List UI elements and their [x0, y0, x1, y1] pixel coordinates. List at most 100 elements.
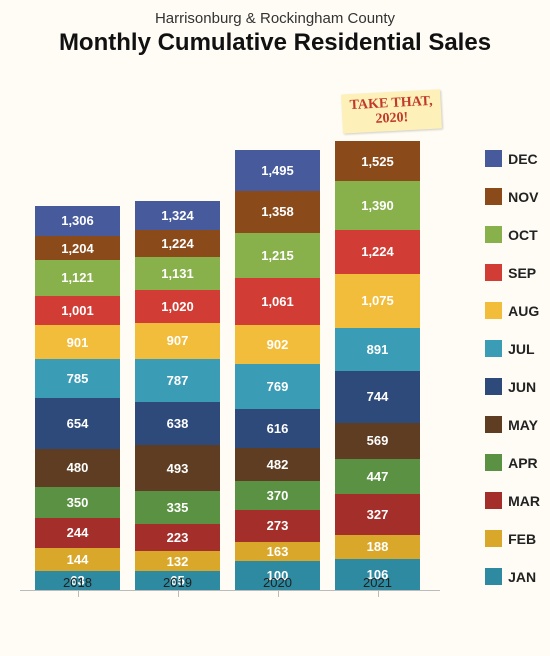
legend-label: AUG: [508, 303, 539, 319]
legend-item-SEP: SEP: [485, 264, 540, 281]
seg-2020-FEB: 163: [235, 542, 320, 561]
annotation-sticky: TAKE THAT,2020!: [341, 89, 442, 133]
seg-2021-MAY: 569: [335, 423, 420, 459]
seg-label: 744: [367, 389, 389, 404]
seg-2021-SEP: 1,224: [335, 230, 420, 274]
seg-2019-MAY: 493: [135, 445, 220, 491]
legend-label: OCT: [508, 227, 538, 243]
seg-2018-NOV: 1,204: [35, 236, 120, 260]
seg-label: 1,061: [261, 294, 294, 309]
legend-item-JAN: JAN: [485, 568, 540, 585]
seg-2020-MAR: 273: [235, 510, 320, 542]
seg-label: 163: [267, 544, 289, 559]
legend-label: JUL: [508, 341, 534, 357]
legend-swatch: [485, 226, 502, 243]
seg-label: 891: [367, 342, 389, 357]
seg-label: 1,324: [161, 208, 194, 223]
x-axis-label: 2018: [35, 575, 120, 590]
seg-2018-DEC: 1,306: [35, 206, 120, 236]
seg-2018-APR: 350: [35, 487, 120, 518]
seg-label: 907: [167, 333, 189, 348]
seg-2020-SEP: 1,061: [235, 278, 320, 325]
seg-2021-AUG: 1,075: [335, 274, 420, 328]
seg-label: 223: [167, 530, 189, 545]
seg-2018-MAR: 244: [35, 518, 120, 547]
legend-swatch: [485, 416, 502, 433]
seg-label: 1,306: [61, 213, 94, 228]
seg-label: 480: [67, 460, 89, 475]
seg-2020-APR: 370: [235, 481, 320, 510]
seg-2019-APR: 335: [135, 491, 220, 524]
x-axis-label: 2020: [235, 575, 320, 590]
legend-swatch: [485, 492, 502, 509]
seg-2018-MAY: 480: [35, 449, 120, 487]
seg-2021-JUL: 891: [335, 328, 420, 371]
legend-label: JAN: [508, 569, 536, 585]
legend-swatch: [485, 264, 502, 281]
chart-subtitle: Harrisonburg & Rockingham County: [10, 10, 540, 27]
legend-item-AUG: AUG: [485, 302, 540, 319]
seg-2018-FEB: 144: [35, 548, 120, 572]
seg-2019-AUG: 907: [135, 323, 220, 358]
legend-swatch: [485, 454, 502, 471]
legend: DEC NOV OCT SEP AUG JUL JUN MAY APR MAR FEB JAN: [485, 150, 540, 606]
seg-label: 1,121: [61, 270, 94, 285]
legend-item-MAR: MAR: [485, 492, 540, 509]
seg-2020-AUG: 902: [235, 325, 320, 364]
seg-label: 785: [67, 371, 89, 386]
x-tick: [78, 591, 79, 597]
seg-2021-NOV: 1,525: [335, 141, 420, 181]
seg-label: 244: [67, 525, 89, 540]
seg-label: 1,215: [261, 248, 294, 263]
seg-2021-OCT: 1,390: [335, 181, 420, 230]
seg-2018-SEP: 1,001: [35, 296, 120, 325]
legend-swatch: [485, 568, 502, 585]
seg-label: 335: [167, 500, 189, 515]
seg-label: 1,224: [161, 236, 194, 251]
seg-label: 370: [267, 488, 289, 503]
seg-label: 1,525: [361, 154, 394, 169]
seg-2018-JUN: 654: [35, 398, 120, 449]
legend-item-DEC: DEC: [485, 150, 540, 167]
seg-2021-MAR: 327: [335, 494, 420, 535]
legend-swatch: [485, 150, 502, 167]
seg-label: 1,358: [261, 204, 294, 219]
seg-2020-JUN: 616: [235, 409, 320, 448]
legend-swatch: [485, 340, 502, 357]
seg-label: 493: [167, 461, 189, 476]
seg-label: 1,001: [61, 303, 94, 318]
seg-label: 616: [267, 421, 289, 436]
seg-label: 1,204: [61, 241, 94, 256]
seg-label: 327: [367, 507, 389, 522]
legend-item-MAY: MAY: [485, 416, 540, 433]
chart-plot-area: 631442443504806547859011,0011,1211,2041,…: [20, 90, 440, 610]
legend-item-APR: APR: [485, 454, 540, 471]
seg-2019-JUN: 638: [135, 402, 220, 445]
seg-2021-JUN: 744: [335, 371, 420, 422]
seg-label: 1,390: [361, 198, 394, 213]
seg-label: 273: [267, 518, 289, 533]
chart-title: Monthly Cumulative Residential Sales: [10, 29, 540, 57]
seg-2019-SEP: 1,020: [135, 290, 220, 323]
legend-label: NOV: [508, 189, 538, 205]
seg-2020-NOV: 1,358: [235, 191, 320, 233]
seg-label: 769: [267, 379, 289, 394]
seg-2019-FEB: 132: [135, 551, 220, 571]
legend-item-NOV: NOV: [485, 188, 540, 205]
legend-swatch: [485, 302, 502, 319]
seg-label: 1,131: [161, 266, 194, 281]
legend-item-JUN: JUN: [485, 378, 540, 395]
x-tick: [378, 591, 379, 597]
seg-label: 1,224: [361, 244, 394, 259]
seg-label: 1,075: [361, 293, 394, 308]
seg-label: 1,020: [161, 299, 194, 314]
legend-label: FEB: [508, 531, 536, 547]
seg-label: 654: [67, 416, 89, 431]
x-axis-label: 2021: [335, 575, 420, 590]
seg-2018-JUL: 785: [35, 359, 120, 398]
seg-label: 902: [267, 337, 289, 352]
legend-label: MAR: [508, 493, 540, 509]
seg-label: 188: [367, 539, 389, 554]
legend-item-OCT: OCT: [485, 226, 540, 243]
seg-label: 447: [367, 469, 389, 484]
